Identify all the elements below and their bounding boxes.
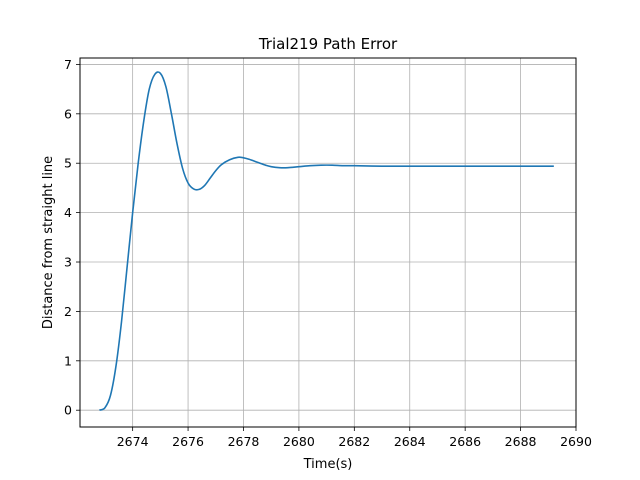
plot-frame	[79, 57, 577, 428]
chart-title: Trial219 Path Error	[258, 35, 398, 53]
x-tick-label: 2676	[172, 434, 204, 449]
x-tick-label: 2688	[505, 434, 537, 449]
series-layer	[99, 71, 554, 411]
y-tick-label: 7	[64, 57, 72, 72]
ticks: 2674 2676 2678 2680 2682 2684 2686 2688 2690 0 1 2 3…	[64, 57, 592, 449]
x-tick-label: 2680	[283, 434, 315, 449]
x-tick-label: 2686	[449, 434, 481, 449]
x-tick-label: 2684	[394, 434, 426, 449]
grid	[80, 58, 577, 427]
y-tick-label: 1	[64, 353, 72, 368]
series-line	[99, 71, 554, 411]
y-tick-label: 5	[64, 156, 72, 171]
y-tick-label: 4	[64, 205, 72, 220]
y-tick-label: 3	[64, 255, 72, 270]
y-tick-label: 2	[64, 304, 72, 319]
x-tick-label: 2674	[117, 434, 149, 449]
x-tick-label: 2682	[338, 434, 370, 449]
x-axis-title: Time(s)	[303, 457, 353, 472]
y-tick-label: 6	[64, 106, 72, 121]
x-tick-label: 2690	[560, 434, 592, 449]
y-tick-label: 0	[64, 403, 72, 418]
x-tick-label: 2678	[228, 434, 260, 449]
y-axis-title: Distance from straight line	[41, 156, 56, 329]
